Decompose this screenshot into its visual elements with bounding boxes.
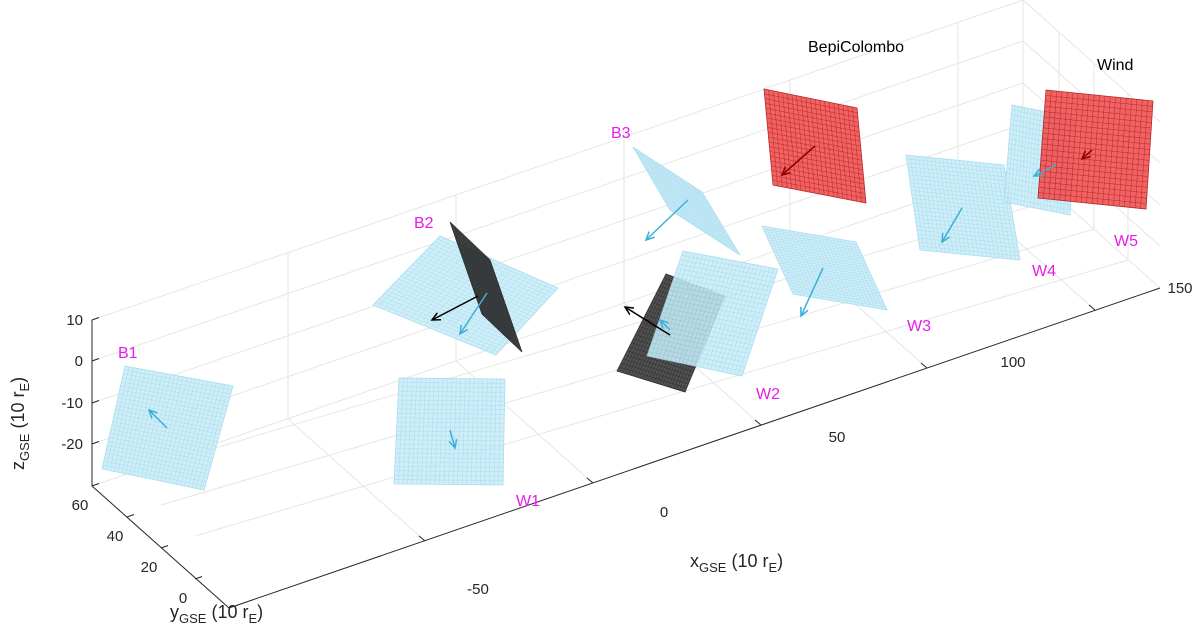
background-grid — [91, 0, 1161, 542]
normal-arrow-red-10 — [780, 145, 816, 177]
normal-arrow-b1 — [147, 408, 168, 429]
x-tick-mark — [586, 477, 594, 484]
spacecraft-label-wind: Wind — [1097, 57, 1133, 74]
y-tick-mark — [160, 545, 169, 549]
normal-arrow-b3 — [644, 199, 689, 242]
plane-w1 — [393, 377, 506, 486]
plane-label-w2: W2 — [756, 386, 780, 403]
normal-arrows — [147, 145, 1093, 450]
normal-arrow-w4 — [941, 207, 963, 244]
normal-arrow-b2 — [459, 292, 488, 336]
y-tick-label: 0 — [179, 590, 187, 607]
normal-arrow-black-8 — [430, 295, 479, 321]
planes — [101, 88, 1154, 491]
x-tick-label: -50 — [467, 581, 489, 598]
plane-label-w3: W3 — [907, 318, 931, 335]
x-axis-title: xGSE (10 rE) — [690, 551, 783, 575]
z-tick-mark — [91, 358, 100, 362]
z-tick-mark — [91, 441, 100, 445]
y-axis-title: yGSE (10 rE) — [170, 602, 263, 626]
x-axis-line — [228, 287, 1161, 609]
plane-label-w4: W4 — [1032, 263, 1056, 280]
y-tick-mark — [126, 514, 135, 518]
z-axis-title: zGSE (10 rE) — [8, 377, 32, 470]
normal-arrow-w1 — [448, 429, 458, 450]
z-tick-label: 10 — [66, 312, 83, 329]
y-tick-label: 40 — [107, 528, 124, 545]
plane-label-b3: B3 — [611, 125, 631, 142]
z-tick-label: 0 — [75, 353, 83, 370]
plane-black-8 — [449, 221, 523, 353]
spacecraft-label-bepicolombo: BepiColombo — [808, 39, 904, 56]
normal-arrow-w2 — [658, 318, 671, 331]
x-tick-mark — [920, 362, 928, 369]
normal-arrow-black-9 — [623, 306, 671, 336]
plane-red-11 — [1037, 89, 1154, 210]
plane-label-b2: B2 — [414, 215, 434, 232]
x-tick-mark — [418, 535, 426, 542]
y-axis-line — [91, 485, 230, 609]
z-tick-mark — [91, 400, 100, 404]
x-tick-mark — [754, 419, 762, 426]
axes — [91, 287, 1161, 609]
z-tick-label: -20 — [61, 436, 83, 453]
x-tick-label: 0 — [660, 504, 668, 521]
z-tick-label: -10 — [61, 395, 83, 412]
y-tick-mark — [194, 576, 203, 580]
plane-w4 — [905, 154, 1021, 261]
plane-w2 — [646, 250, 779, 377]
plane-label-w5: W5 — [1114, 233, 1138, 250]
x-tick-label: 150 — [1167, 280, 1192, 297]
normal-arrow-red-11 — [1080, 149, 1093, 161]
normal-arrow-w5 — [1032, 164, 1057, 177]
x-tick-label: 100 — [1000, 354, 1025, 371]
z-tick-mark — [91, 317, 100, 321]
y-tick-label: 20 — [141, 559, 158, 576]
x-tick-label: 50 — [829, 429, 846, 446]
x-tick-mark — [1088, 304, 1096, 311]
y-tick-label: 60 — [72, 497, 89, 514]
y-tick-mark — [91, 483, 100, 487]
plane-labels: B1 B2 B3 W1 W2 W3 W4 W5 — [118, 125, 1138, 510]
plane-b1 — [101, 365, 234, 491]
normal-arrow-w3 — [800, 267, 824, 318]
plane-label-w1: W1 — [516, 493, 540, 510]
plane-label-b1: B1 — [118, 345, 138, 362]
plane-w3 — [761, 225, 888, 311]
